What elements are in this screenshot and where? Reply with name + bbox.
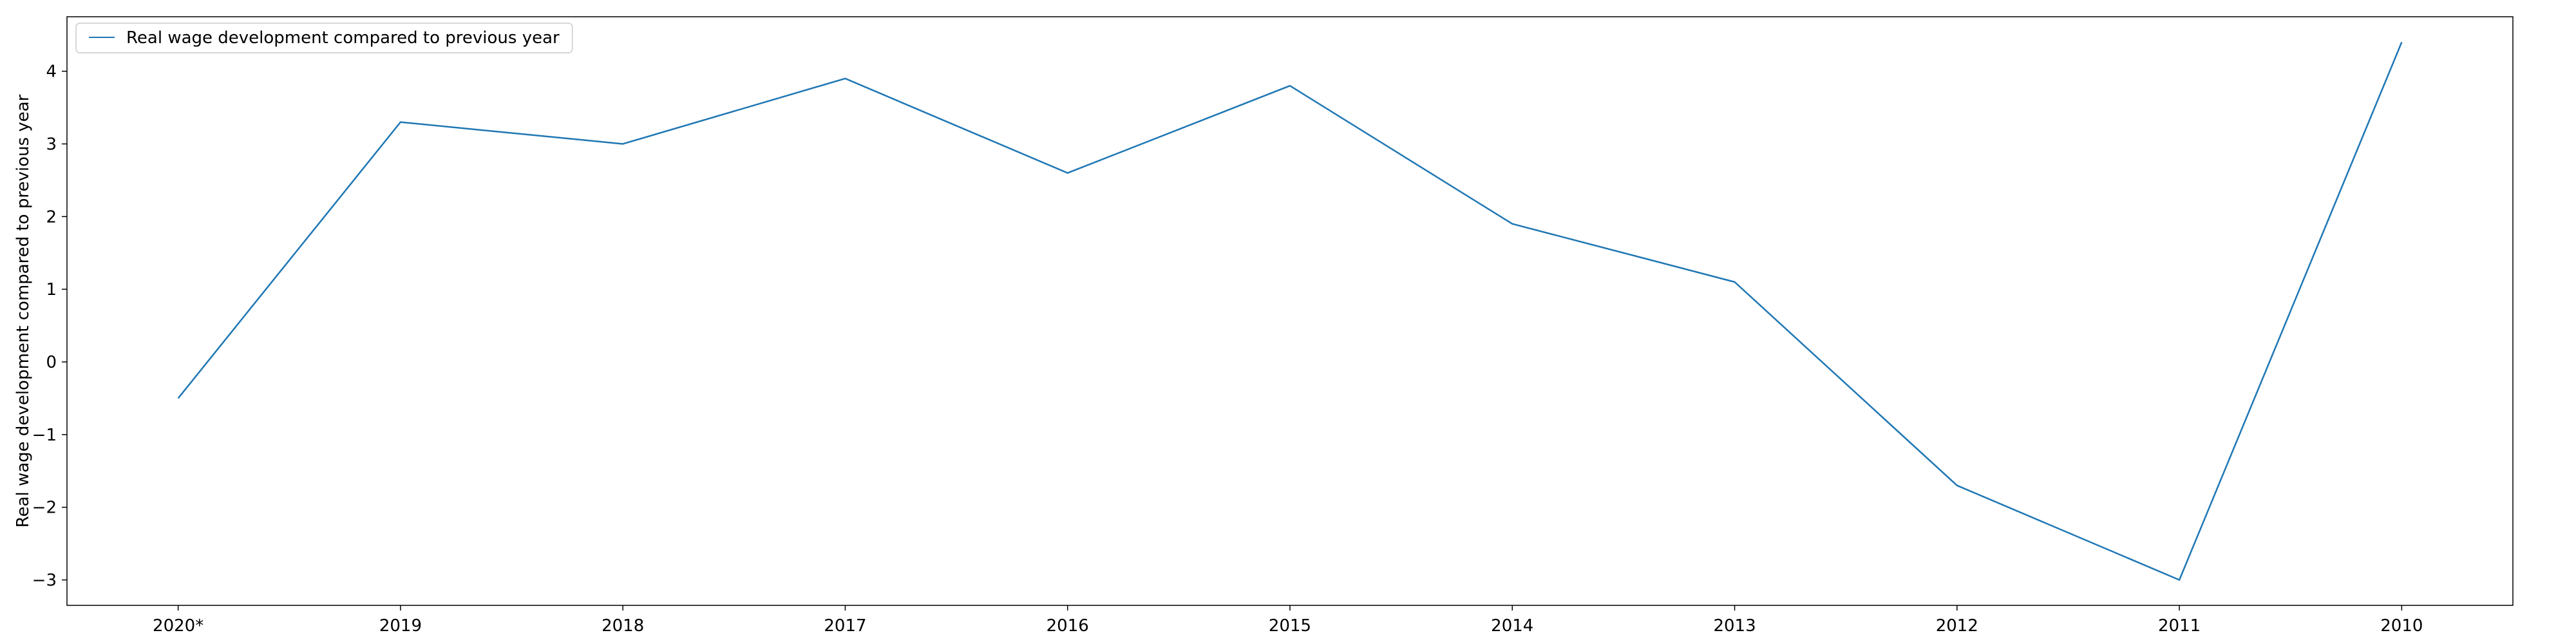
x-tick-label: 2020* xyxy=(153,616,204,636)
plot-area-frame xyxy=(66,16,2514,606)
x-tick-label: 2016 xyxy=(1046,616,1089,636)
x-tick-label: 2017 xyxy=(824,616,866,636)
y-tick-label: 3 xyxy=(46,135,57,154)
y-tick-label: 0 xyxy=(46,353,57,372)
y-axis-ticks: −3 −2 −1 0 1 2 3 4 xyxy=(32,62,67,591)
x-tick-label: 2019 xyxy=(379,616,422,636)
y-tick-label: 2 xyxy=(46,207,57,227)
x-tick-label: 2018 xyxy=(601,616,644,636)
x-tick-label: 2011 xyxy=(2158,616,2201,636)
legend-box xyxy=(75,23,573,53)
x-axis-ticks: 2020* 2019 2018 2017 2016 2015 2014 2013 2012 201… xyxy=(153,605,2423,636)
x-tick-label: 2015 xyxy=(1269,616,1311,636)
y-tick-label: 1 xyxy=(46,280,57,299)
y-tick-label: 4 xyxy=(46,62,57,82)
y-tick-label: −1 xyxy=(32,426,57,445)
x-tick-label: 2012 xyxy=(1936,616,1978,636)
x-tick-label: 2013 xyxy=(1713,616,1756,636)
y-axis-label: Real wage development compared to previo… xyxy=(14,94,33,527)
series-line-0 xyxy=(177,42,2403,581)
y-tick-label: −3 xyxy=(32,571,57,591)
x-tick-label: 2014 xyxy=(1491,616,1533,636)
legend-entry-label: Real wage development compared to previo… xyxy=(126,28,560,48)
x-tick-label: 2010 xyxy=(2380,616,2423,636)
series-layer xyxy=(177,42,2403,581)
legend: Real wage development compared to previo… xyxy=(75,23,573,53)
y-tick-label: −2 xyxy=(32,498,57,518)
